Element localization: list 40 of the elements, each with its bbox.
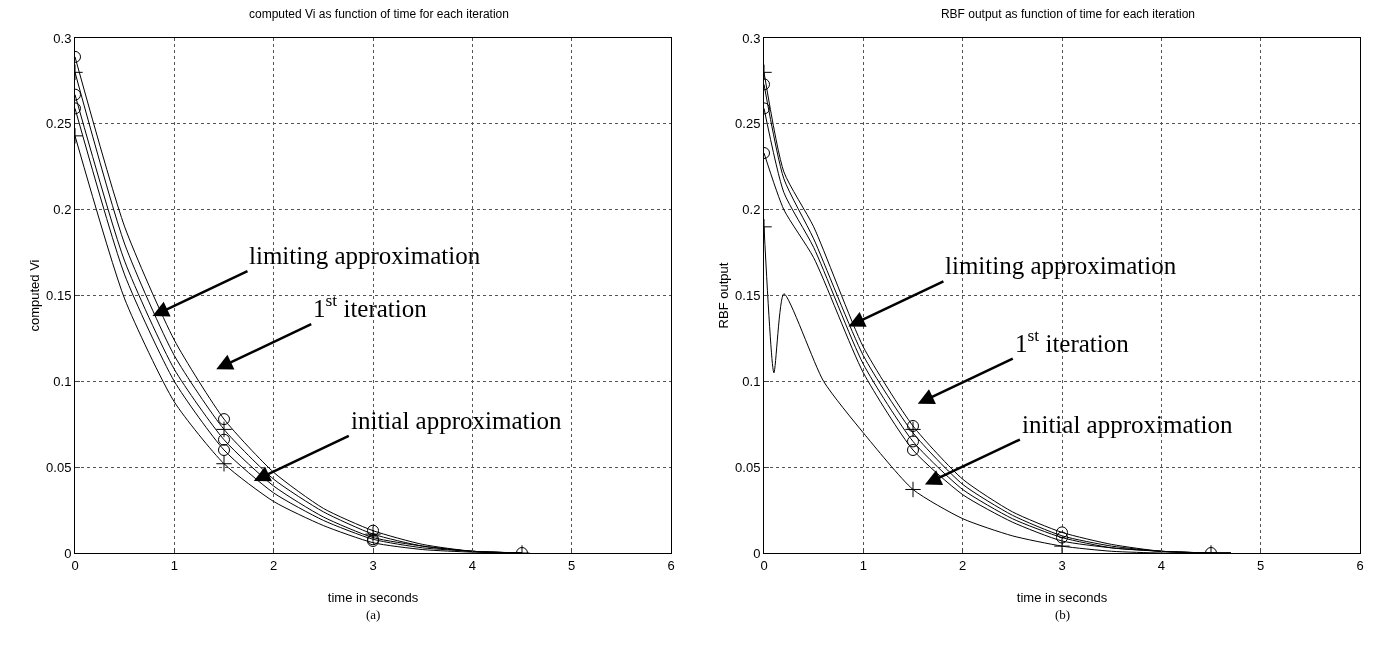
x-tick-label: 6 <box>1356 557 1364 573</box>
y-tick-label: 0.2 <box>742 202 761 218</box>
y-tick-label: 0.1 <box>53 373 72 389</box>
annotation: limiting approximation <box>249 242 481 269</box>
y-tick-label: 0.25 <box>735 116 761 132</box>
y-tick-label: 0 <box>753 545 761 561</box>
y-axis-title: computed Vi <box>27 259 42 332</box>
x-tick-label: 6 <box>667 557 675 573</box>
y-tick-label: 0.3 <box>53 30 72 46</box>
y-tick-label: 0.2 <box>53 202 72 218</box>
x-tick-label: 1 <box>170 557 178 573</box>
x-tick-label: 4 <box>468 557 476 573</box>
chart-title: RBF output as function of time for each iteration <box>940 7 1196 22</box>
text: (b) <box>1055 607 1071 622</box>
x-tick-label: 2 <box>959 557 967 573</box>
chart-title: computed Vi as function of time for each iteration <box>248 7 509 22</box>
y-tick-label: 0.3 <box>742 30 761 46</box>
x-tick-label: 4 <box>1157 557 1165 573</box>
annotation: initial approximation <box>1022 411 1233 438</box>
y-tick-label: 0.15 <box>735 288 761 304</box>
x-tick-label: 2 <box>270 557 278 573</box>
y-axis-title: RBF output <box>716 262 731 329</box>
x-axis-title: time in seconds <box>327 590 419 605</box>
x-tick-label: 3 <box>1058 557 1066 573</box>
annotation: initial approximation <box>351 407 562 434</box>
y-tick-label: 0 <box>64 545 72 561</box>
y-tick-label: 0.25 <box>46 116 72 132</box>
x-tick-label: 1 <box>859 557 867 573</box>
y-tick-label: 0.05 <box>735 459 761 475</box>
x-axis-title: time in seconds <box>1016 590 1108 605</box>
x-tick-label: 5 <box>1257 557 1265 573</box>
annotation: 1$^{st}$ iteration <box>313 290 428 322</box>
y-tick-label: 0.05 <box>46 459 72 475</box>
text: (a) <box>366 607 381 622</box>
y-tick-label: 0.1 <box>742 373 761 389</box>
x-tick-label: 5 <box>568 557 576 573</box>
annotation: 1$^{st}$ iteration <box>1015 325 1130 357</box>
annotation: limiting approximation <box>945 252 1177 279</box>
y-tick-label: 0.15 <box>46 288 72 304</box>
x-tick-label: 3 <box>369 557 377 573</box>
